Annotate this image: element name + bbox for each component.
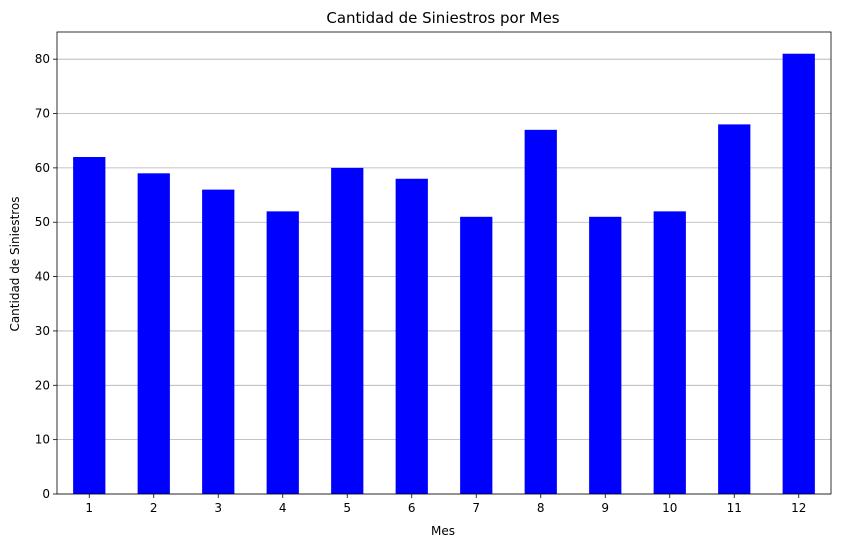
x-tick-label: 11 — [727, 501, 742, 515]
x-tick-label: 9 — [601, 501, 609, 515]
bars — [73, 53, 815, 495]
bar-3 — [202, 189, 235, 494]
x-tick-label: 12 — [791, 501, 806, 515]
y-tick-label: 70 — [35, 107, 50, 121]
bar-8 — [524, 129, 557, 494]
y-tick-label: 80 — [35, 52, 50, 66]
chart-title: Cantidad de Siniestros por Mes — [326, 9, 559, 27]
y-tick-label: 30 — [35, 324, 50, 338]
x-tick-label: 6 — [408, 501, 416, 515]
bar-1 — [73, 157, 106, 494]
bar-12 — [782, 53, 815, 494]
x-tick-label: 5 — [343, 501, 351, 515]
axes — [56, 31, 832, 495]
bar-7 — [460, 216, 493, 495]
x-ticks: 1 2 3 4 5 6 7 8 9 10 11 12 — [85, 494, 806, 515]
plot-frame — [56, 31, 832, 495]
y-axis-label: Cantidad de Siniestros — [8, 196, 22, 331]
bar-4 — [266, 211, 299, 495]
bar-5 — [331, 167, 364, 494]
y-tick-label: 50 — [35, 215, 50, 229]
x-tick-label: 4 — [279, 501, 287, 515]
x-tick-label: 7 — [472, 501, 480, 515]
y-tick-label: 0 — [42, 487, 50, 501]
y-tick-label: 60 — [35, 161, 50, 175]
x-tick-label: 2 — [150, 501, 158, 515]
y-tick-label: 20 — [35, 378, 50, 392]
bar-10 — [653, 211, 686, 495]
bar-2 — [137, 173, 170, 495]
y-ticks: 0 10 20 30 40 50 60 70 80 — [35, 52, 57, 501]
x-tick-label: 10 — [662, 501, 677, 515]
bar-9 — [589, 216, 622, 495]
x-tick-label: 8 — [537, 501, 545, 515]
gridlines — [57, 58, 831, 495]
bar-6 — [395, 178, 428, 495]
y-tick-label: 10 — [35, 433, 50, 447]
y-tick-label: 40 — [35, 270, 50, 284]
bar-11 — [718, 124, 751, 495]
x-axis-label: Mes — [431, 524, 455, 538]
x-tick-label: 3 — [214, 501, 222, 515]
x-tick-label: 1 — [85, 501, 93, 515]
